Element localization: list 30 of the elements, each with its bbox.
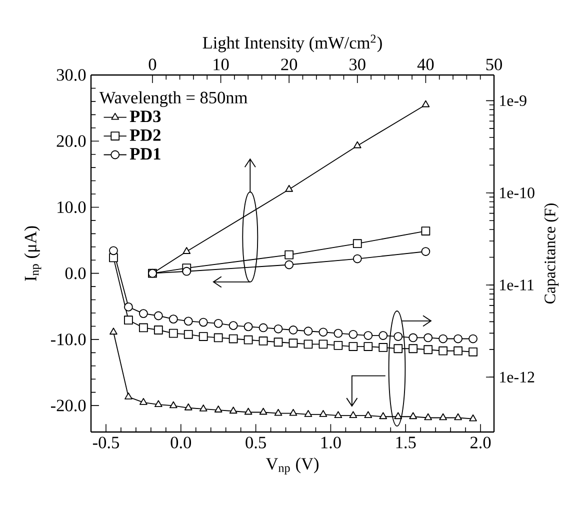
x-tick-label: 1.5 bbox=[396, 436, 416, 448]
y-tick-label: 20.0 bbox=[56, 135, 86, 147]
y-tick-label: 10.0 bbox=[58, 201, 86, 214]
y-tick-label: 30.0 bbox=[56, 69, 86, 81]
x2-tick-label: 30 bbox=[350, 58, 366, 70]
x-tick-label: -0.5 bbox=[92, 436, 119, 448]
x-tick-label: 0.0 bbox=[170, 436, 192, 448]
x-tick-label: 1.0 bbox=[321, 436, 341, 448]
x-tick-label: 2.0 bbox=[470, 436, 491, 448]
legend-label: PD2 bbox=[130, 129, 160, 141]
x-axis-title: V$_{np}$ (V) bbox=[266, 458, 319, 474]
y-tick-label: -10.0 bbox=[50, 334, 86, 346]
y2-tick-label: 1e-12 bbox=[500, 372, 534, 383]
y2-tick-label: 1e-10 bbox=[500, 187, 534, 198]
legend-title: Wavelength = 850nm bbox=[99, 91, 248, 108]
legend-label: PD3 bbox=[130, 110, 161, 122]
y2-tick-label: 1e-11 bbox=[500, 280, 534, 290]
x2-tick-label: 10 bbox=[214, 58, 229, 70]
x-tick-label: 0.5 bbox=[246, 436, 266, 448]
y-axis-title: I$_{np}$ (μA) bbox=[24, 226, 42, 281]
x2-tick-label: 50 bbox=[486, 58, 502, 70]
y-tick-label: 0.0 bbox=[65, 267, 86, 280]
y2-tick-label: 1e-9 bbox=[500, 95, 526, 106]
y2-axis-title: Capacitance (F) bbox=[544, 204, 559, 304]
x2-axis-title: Light Intensity (mW/cm$^{2}$) bbox=[202, 34, 382, 52]
x2-tick-label: 40 bbox=[417, 58, 434, 70]
x2-tick-label: 0 bbox=[148, 58, 156, 70]
legend-label: PD1 bbox=[130, 148, 160, 160]
x2-tick-label: 20 bbox=[281, 58, 298, 70]
y-tick-label: -20.0 bbox=[50, 400, 86, 412]
